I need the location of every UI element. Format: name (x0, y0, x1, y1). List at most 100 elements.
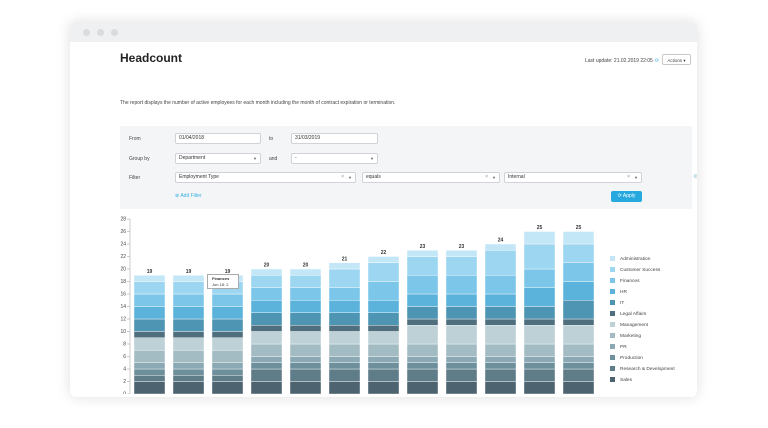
bar-segment (289, 287, 322, 301)
legend-swatch (610, 278, 615, 283)
bar-segment (172, 381, 205, 394)
bar-segment (562, 300, 595, 320)
bar-segment (445, 356, 478, 363)
bar-segment (133, 362, 166, 370)
groupby-second-select[interactable]: - ▼ (291, 153, 378, 164)
window-dot-icon (97, 29, 104, 36)
bar-segment (250, 300, 283, 313)
bar-segment (367, 325, 400, 332)
bar-total-label: 23 (420, 244, 426, 250)
add-filter-link[interactable]: ⊕ Add Filter (175, 193, 202, 199)
bar-segment (523, 243, 556, 270)
to-date-input[interactable]: 31/03/2019 (291, 133, 378, 144)
window-dot-icon (111, 29, 118, 36)
bar-segment (250, 368, 283, 382)
clear-icon[interactable]: × (627, 174, 630, 180)
bar-segment (445, 368, 478, 382)
last-update-label: Last update: 21.02.2019 22:05 (585, 58, 653, 64)
bar-segment (367, 381, 400, 394)
groupby-select[interactable]: Department ▼ (175, 153, 261, 164)
to-label: to (269, 136, 274, 142)
bar-segment (250, 362, 283, 370)
bar-segment (523, 231, 556, 245)
bar-segment (523, 325, 556, 345)
bar-segment (133, 337, 166, 351)
bar-segment (328, 268, 361, 288)
apply-button[interactable]: ⟳ Apply (611, 191, 642, 202)
bar-segment (406, 362, 439, 370)
bar-segment (211, 368, 244, 376)
bar-segment (289, 268, 322, 276)
y-tick-label: 6 (123, 354, 126, 360)
y-tick-label: 22 (120, 254, 126, 260)
legend-label: IT (620, 300, 624, 306)
bar-segment (523, 381, 556, 394)
bar-segment (484, 250, 517, 276)
bar-segment (406, 306, 439, 320)
bar-segment (172, 368, 205, 376)
legend-label: Management (620, 322, 649, 328)
bar-segment (445, 362, 478, 370)
bar-segment (562, 356, 595, 363)
tooltip-series: Finances (212, 276, 230, 281)
bar-segment (172, 275, 205, 282)
bar-segment (367, 362, 400, 370)
clear-icon[interactable]: × (341, 174, 344, 180)
bar-segment (523, 368, 556, 382)
and-label: and (269, 156, 278, 162)
filter-operator-select[interactable]: equals × ▼ (362, 172, 500, 183)
bar-segment (445, 318, 478, 326)
bar-segment (367, 331, 400, 345)
bar-segment (562, 243, 595, 263)
legend-swatch (610, 377, 615, 382)
bar-segment (250, 381, 283, 394)
clear-icon[interactable]: × (485, 174, 488, 180)
bar-segment (367, 368, 400, 382)
report-content: Headcount Last update: 21.02.2019 22:05 ⟳… (70, 42, 697, 397)
legend-label: PR (620, 344, 627, 350)
last-update-text: Last update: 21.02.2019 22:05 ⟳ (585, 58, 659, 64)
bar-segment (211, 306, 244, 320)
bar-segment (367, 256, 400, 263)
bar-segment (289, 331, 322, 345)
bar-segment (250, 275, 283, 288)
chevron-down-icon: ▼ (348, 175, 352, 180)
bar-total-label: 21 (342, 256, 348, 262)
add-filter-label: Add Filter (180, 193, 202, 199)
bar-segment (523, 343, 556, 357)
bar-segment (484, 381, 517, 394)
bar-segment (172, 362, 205, 370)
bar-segment (211, 331, 244, 338)
bar-segment (289, 275, 322, 288)
bar-segment (328, 343, 361, 357)
bar-segment (562, 368, 595, 382)
bar-segment (367, 281, 400, 301)
from-label: From (129, 136, 141, 142)
filter-field-select[interactable]: Employment Type × ▼ (175, 172, 356, 183)
bar-segment (523, 306, 556, 320)
bar-segment (172, 318, 205, 332)
filter-settings-icon[interactable]: ⊗ (693, 174, 697, 180)
bar-total-label: 25 (576, 225, 582, 231)
bar-total-label: 24 (498, 238, 504, 244)
refresh-icon[interactable]: ⟳ (654, 58, 660, 64)
bar-segment (250, 331, 283, 345)
bar-segment (133, 350, 166, 363)
bar-segment (211, 337, 244, 351)
from-date-input[interactable]: 01/04/2018 (175, 133, 261, 144)
bar-segment (367, 343, 400, 357)
bar-segment (250, 268, 283, 276)
legend-swatch (610, 333, 615, 338)
bar-segment (328, 368, 361, 382)
bar-segment (445, 275, 478, 295)
filter-value-select[interactable]: Internal × ▼ (504, 172, 642, 183)
bar-segment (406, 368, 439, 382)
y-tick-label: 10 (120, 329, 126, 335)
bar-total-label: 23 (459, 244, 465, 250)
actions-button[interactable]: Actions ▾ (662, 54, 691, 65)
bar-segment (328, 300, 361, 313)
groupby-label: Group by (129, 156, 150, 162)
bar-segment (250, 343, 283, 357)
bar-segment (211, 381, 244, 394)
bar-segment (406, 343, 439, 357)
